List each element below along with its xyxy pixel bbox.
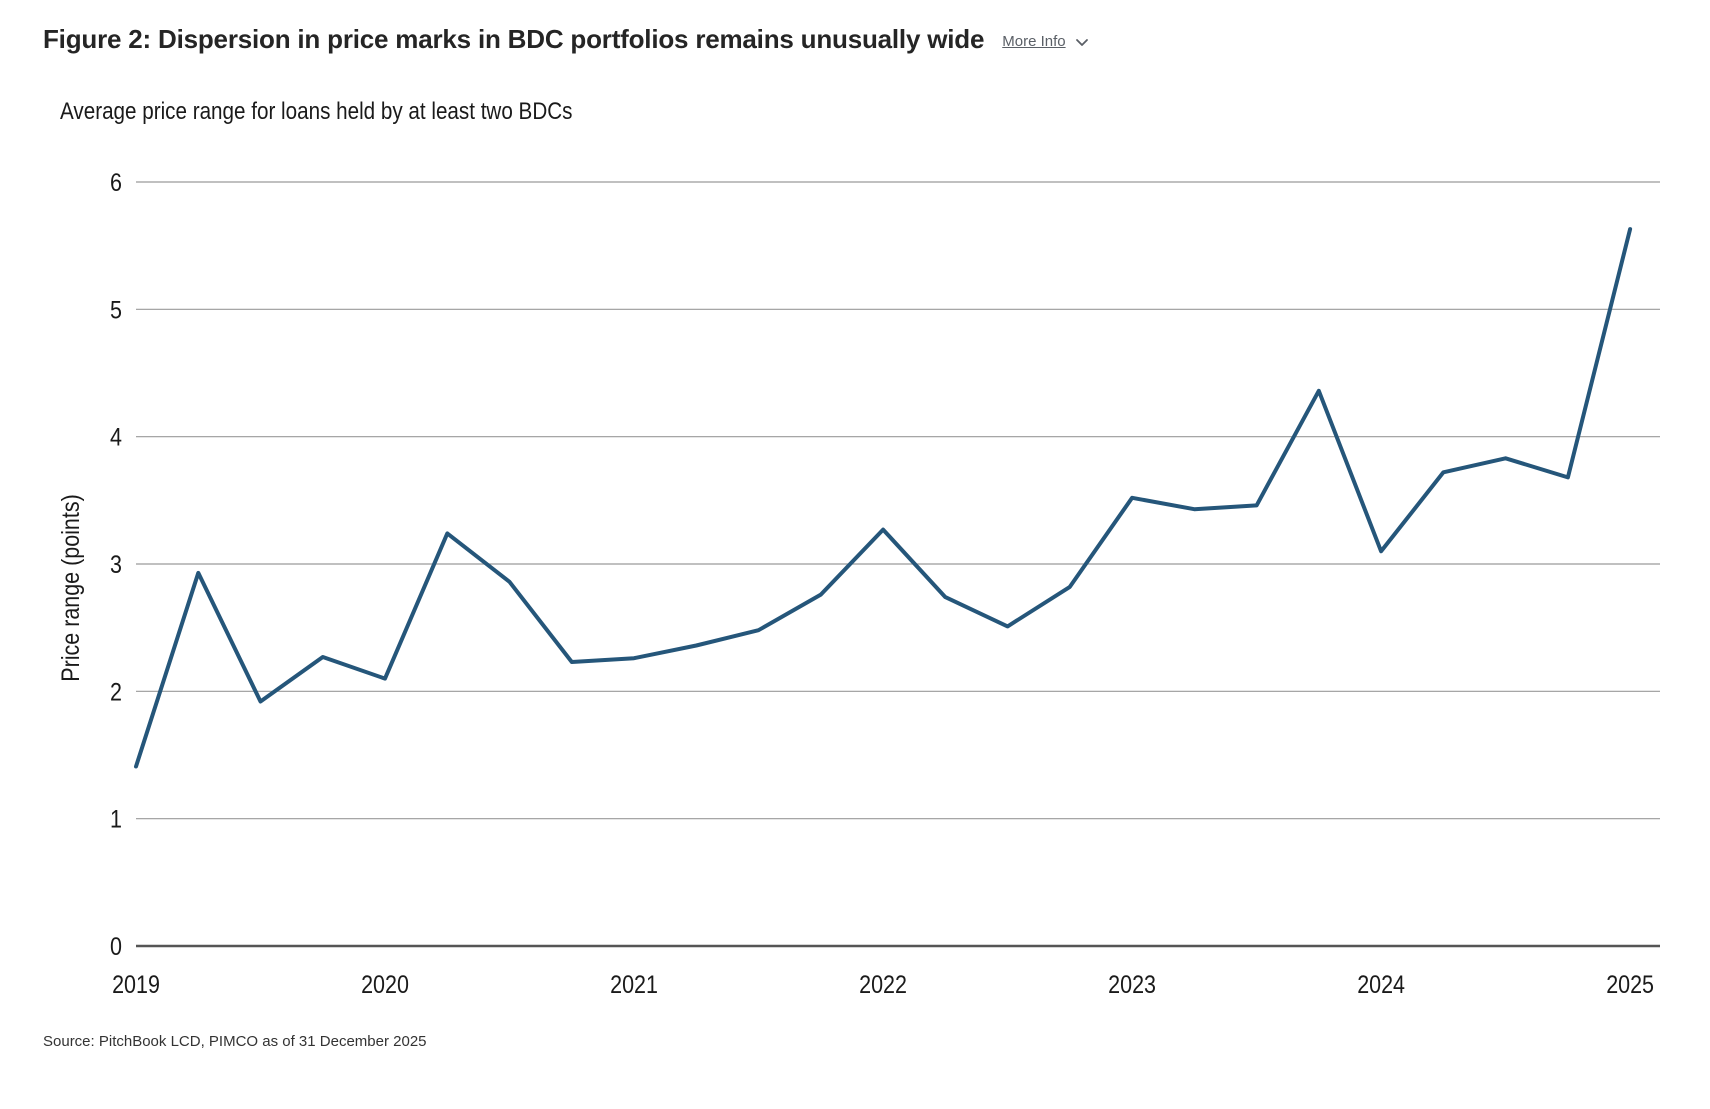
more-info-label[interactable]: More Info xyxy=(1002,33,1066,50)
x-tick-label: 2021 xyxy=(610,970,658,998)
y-tick-label: 1 xyxy=(110,805,122,833)
series-lines xyxy=(134,227,1633,769)
figure-header: Figure 2: Dispersion in price marks in B… xyxy=(43,24,1090,55)
x-tick-label: 2023 xyxy=(1108,970,1156,998)
y-axis-label: Price range (points) xyxy=(56,494,84,681)
y-tick-label: 4 xyxy=(110,423,122,451)
x-tick-label: 2025 xyxy=(1606,970,1654,998)
x-tick-label: 2022 xyxy=(859,970,907,998)
grid-lines xyxy=(136,181,1660,820)
source-note: Source: PitchBook LCD, PIMCO as of 31 De… xyxy=(43,1033,427,1050)
x-tick-labels: 2019 2020 2021 2022 2023 2024 2025 xyxy=(112,970,1654,998)
y-tick-label: 5 xyxy=(110,296,122,324)
x-tick-label: 2019 xyxy=(112,970,160,998)
chevron-down-icon[interactable] xyxy=(1074,34,1090,50)
more-info-toggle[interactable]: More Info xyxy=(1002,33,1089,50)
y-tick-label: 6 xyxy=(110,168,122,196)
figure-title: Figure 2: Dispersion in price marks in B… xyxy=(43,24,985,54)
x-tick-label: 2024 xyxy=(1357,970,1405,998)
y-tick-label: 2 xyxy=(110,678,122,706)
y-tick-label: 0 xyxy=(110,932,122,960)
chart-subtitle: Average price range for loans held by at… xyxy=(60,98,573,125)
series-line xyxy=(134,227,1633,769)
y-tick-labels: 0 1 2 3 4 5 6 xyxy=(110,168,122,960)
y-axis-label-group: Price range (points) xyxy=(56,494,84,681)
y-tick-label: 3 xyxy=(110,550,122,578)
x-tick-label: 2020 xyxy=(361,970,409,998)
